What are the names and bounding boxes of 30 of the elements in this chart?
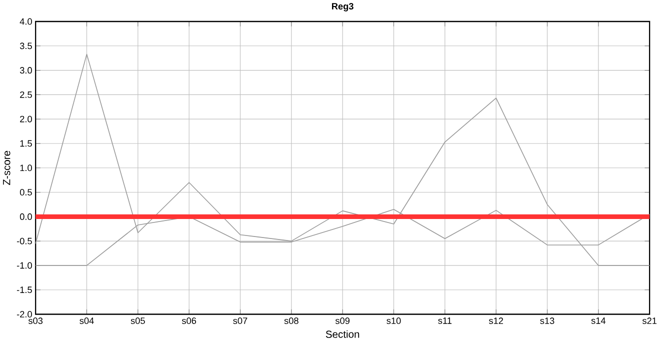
x-tick-label: s11 [438, 318, 452, 324]
x-tick-label: s12 [488, 318, 503, 324]
x-tick-label: s07 [233, 318, 248, 324]
y-tick-label: 1.0 [20, 164, 32, 172]
y-tick-label: 0.5 [20, 189, 32, 196]
x-tick-label: s04 [80, 318, 94, 324]
x-axis-title: Section [326, 330, 360, 338]
y-tick-label: -2.0 [16, 311, 32, 318]
y-tick-label: 0.0 [20, 213, 32, 220]
y-tick-label: -1.5 [16, 286, 32, 294]
x-tick-label: s14 [591, 318, 606, 324]
x-tick-label: s21 [642, 318, 657, 324]
x-tick-label: s10 [386, 318, 401, 324]
x-tick-label: s05 [130, 318, 145, 324]
x-tick-label: s09 [335, 318, 350, 324]
y-tick-label: 3.5 [20, 42, 32, 50]
y-tick-label: -0.5 [16, 238, 32, 244]
line-series [35, 54, 650, 266]
y-tick-label: 2.5 [20, 91, 32, 98]
x-tick-label: s06 [182, 318, 196, 324]
y-axis-title: Z-score [3, 150, 10, 186]
y-tick-label: 4.0 [20, 18, 32, 25]
y-tick-label: 1.5 [20, 140, 32, 147]
x-tick-label: s13 [540, 318, 554, 324]
x-tick-label: s03 [28, 318, 43, 324]
y-tick-label: 3.0 [20, 67, 32, 74]
y-tick-label: -1.0 [16, 262, 32, 269]
chart-title: Reg3 [332, 3, 354, 12]
y-tick-label: 2.0 [20, 116, 32, 122]
x-tick-label: s08 [284, 318, 298, 324]
